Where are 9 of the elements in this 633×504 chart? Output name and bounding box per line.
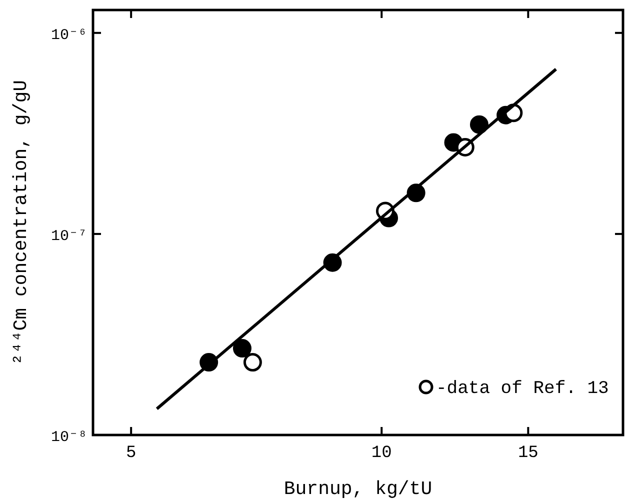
y-tick-label: 10⁻⁶ [50,26,87,44]
x-tick-label: 5 [126,444,136,463]
y-tick-label: 10⁻⁷ [50,228,87,245]
legend-label: -data of Ref. 13 [436,379,609,399]
y-axis-title: ²⁴⁴Cm concentration, g/gU [10,80,32,366]
x-tick-label: 15 [518,444,538,463]
y-tick-label: 10⁻⁸ [50,429,87,446]
x-axis-title: Burnup, kg/tU [284,478,432,500]
x-tick-label: 10 [371,444,392,463]
